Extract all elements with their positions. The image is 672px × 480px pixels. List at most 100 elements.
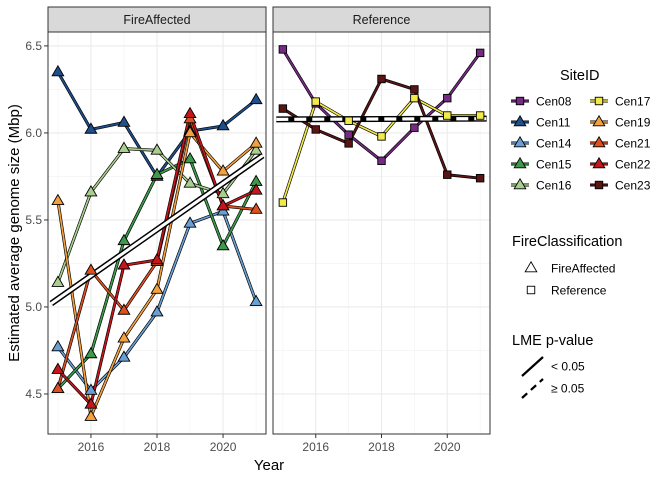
data-point-cen15 — [150, 167, 164, 179]
legend-site-label: Cen22 — [615, 158, 651, 172]
legend-fire-title: FireClassification — [512, 234, 622, 250]
panels: FireAffected 2016 2018 2020 4.5 5.0 5.5 6.0 6.5 R… — [25, 6, 491, 454]
data-point-cen11 — [216, 118, 230, 131]
y-tick-label: 5.0 — [25, 300, 42, 314]
data-point-cen23 — [410, 85, 419, 94]
data-point-cen19 — [84, 409, 98, 421]
data-point-cen16 — [150, 143, 164, 155]
data-point-cen19 — [249, 136, 263, 148]
data-point-cen14 — [150, 305, 164, 317]
data-point-cen23 — [278, 104, 288, 113]
data-point-cen14 — [117, 350, 131, 362]
data-point-cen21 — [249, 202, 263, 214]
data-point-cen22 — [51, 362, 65, 374]
data-point-cen08 — [475, 48, 485, 58]
legend-pvalue: LME p-value < 0.05 ≥ 0.05 — [512, 333, 593, 399]
data-point-cen19 — [117, 331, 131, 343]
data-point-cen08 — [278, 45, 288, 54]
data-point-cen22 — [150, 252, 164, 265]
data-point-cen11 — [51, 64, 65, 77]
legend-site-marker-cen11 — [513, 114, 527, 127]
legend-site-label: Cen23 — [615, 179, 651, 193]
data-point-cen08 — [443, 93, 452, 103]
y-tick-label: 6.0 — [25, 126, 42, 140]
legend-site-label: Cen11 — [536, 116, 571, 130]
legend-site-marker-cen21 — [592, 135, 606, 148]
panel-strip — [272, 6, 491, 33]
panel-strip-label: Reference — [353, 13, 411, 27]
legend-site-marker-cen16 — [513, 177, 527, 190]
data-point-cen19 — [216, 164, 230, 176]
legend-fire-marker-triangle — [524, 260, 538, 273]
data-point-cen16 — [249, 143, 263, 155]
legend-site-label: Cen14 — [536, 137, 572, 151]
legend-pvalue-line-solid — [521, 356, 544, 377]
data-point-cen11 — [84, 122, 98, 134]
data-point-cen11 — [117, 115, 131, 127]
legend-pvalue-line-dashed — [521, 378, 544, 399]
x-tick-label: 2020 — [434, 440, 461, 454]
data-point-cen17 — [410, 93, 419, 103]
x-tick-label: 2020 — [210, 440, 237, 454]
legend-site-marker-cen22 — [592, 156, 606, 169]
x-tick-label: 2018 — [144, 440, 171, 454]
legend-pvalue-label: ≥ 0.05 — [551, 382, 585, 396]
legend-site-label: Cen15 — [536, 158, 572, 172]
legend-site-marker-cen08 — [515, 96, 525, 106]
legend-fire-classification: FireClassification FireAffected Reference — [512, 234, 622, 298]
legend-site-label: Cen19 — [615, 116, 651, 130]
panel-reference: Reference 2016 2018 2020 — [272, 6, 491, 454]
y-tick-label: 5.5 — [25, 213, 42, 227]
legend-pvalue-label: < 0.05 — [551, 360, 585, 374]
data-point-cen21 — [51, 381, 65, 394]
data-point-cen11 — [249, 92, 263, 105]
data-point-cen22 — [216, 198, 230, 211]
data-point-cen15 — [84, 346, 98, 359]
legend-pvalue-title: LME p-value — [512, 333, 593, 349]
data-point-cen08 — [344, 130, 353, 139]
legend-site-label: Cen16 — [536, 179, 572, 193]
legend-site-marker-cen14 — [513, 135, 527, 148]
data-point-cen19 — [150, 282, 164, 294]
legend-fire-label: FireAffected — [551, 262, 615, 276]
fit-line-outline — [276, 115, 487, 123]
x-tick-label: 2016 — [302, 440, 329, 454]
data-point-cen08 — [377, 156, 386, 165]
data-point-cen16 — [216, 186, 230, 199]
legend-site-label: Cen21 — [615, 137, 651, 151]
legend-fire-marker-square — [526, 285, 536, 295]
x-axis-title: Year — [254, 457, 284, 474]
legend-site-marker-cen23 — [594, 180, 604, 190]
data-point-cen14 — [84, 383, 98, 395]
data-point-cen23 — [475, 173, 485, 183]
legend-fire-label: Reference — [551, 284, 607, 298]
data-point-cen15 — [117, 233, 131, 246]
data-point-cen16 — [84, 185, 98, 197]
legend-site-title: SiteID — [560, 68, 600, 84]
data-point-cen22 — [84, 397, 98, 409]
data-point-cen19 — [51, 193, 65, 206]
data-point-cen16 — [117, 141, 131, 153]
panel-strip-label: FireAffected — [123, 13, 190, 27]
data-point-cen21 — [117, 303, 131, 315]
data-point-cen17 — [475, 111, 485, 120]
data-point-cen23 — [443, 170, 452, 179]
y-tick-label: 6.5 — [25, 39, 42, 53]
y-tick-label: 4.5 — [25, 387, 42, 401]
legend-site-label: Cen17 — [615, 95, 651, 109]
data-point-cen23 — [344, 139, 353, 148]
panel-fireaffected: FireAffected 2016 2018 2020 4.5 5.0 5.5 6.0 6.5 — [25, 6, 267, 454]
data-point-cen19 — [183, 125, 197, 138]
panel-strip — [47, 6, 267, 33]
data-point-cen15 — [183, 151, 197, 164]
x-tick-label: 2018 — [368, 440, 395, 454]
data-point-cen15 — [216, 238, 230, 251]
fit-line — [50, 154, 264, 305]
y-axis-title: Estimated average genome size (Mbp) — [6, 104, 23, 362]
data-point-cen14 — [51, 339, 65, 352]
legend-site-label: Cen08 — [536, 95, 572, 109]
legend-site-marker-cen17 — [594, 96, 604, 106]
legend-site: SiteID Cen08 Cen11 Cen14 Cen15 Cen16 Cen17 Cen… — [511, 68, 651, 193]
data-point-cen17 — [278, 198, 288, 207]
